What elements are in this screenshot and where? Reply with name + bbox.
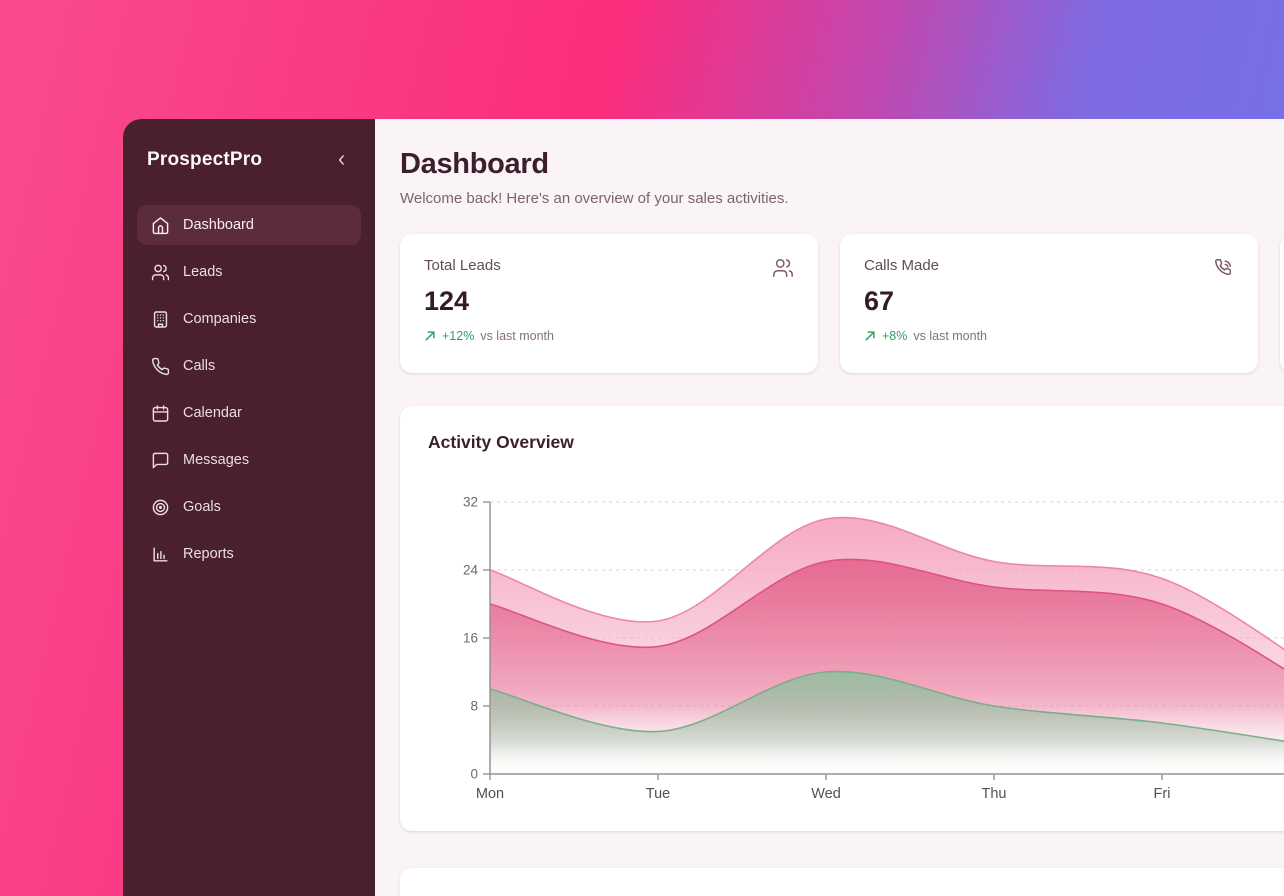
area-series-green — [490, 671, 1284, 774]
activity-chart: 32241680MonTueWedThuFriSat — [428, 485, 1284, 805]
line-series-pink-light — [489, 516, 1284, 651]
stat-trend: +12% vs last month — [424, 329, 794, 343]
stat-value: 124 — [424, 286, 470, 316]
chart-title: Activity Overview — [428, 432, 574, 452]
sidebar-item-label: Leads — [183, 264, 223, 280]
brand-logo: ProspectPro — [147, 149, 263, 170]
stat-label: Total Leads — [424, 257, 501, 274]
x-tick-label: Wed — [811, 786, 841, 802]
message-icon — [151, 451, 170, 470]
stat-card-calls-made: Calls Made 67 +8% vs last month — [840, 234, 1258, 373]
sidebar-item-label: Companies — [183, 311, 257, 327]
page-subtitle: Welcome back! Here's an overview of your… — [400, 190, 789, 207]
sidebar-item-label: Messages — [183, 452, 250, 468]
trend-value: +12% — [442, 329, 475, 343]
calendar-icon — [151, 404, 170, 423]
sidebar-item-dashboard[interactable]: Dashboard — [137, 205, 361, 245]
x-tick-label: Thu — [982, 786, 1007, 802]
sidebar-nav: Dashboard Leads Companies Calls Calendar… — [137, 205, 361, 574]
sidebar-collapse-button[interactable] — [331, 149, 353, 171]
sidebar-item-leads[interactable]: Leads — [137, 252, 361, 292]
sidebar-item-label: Dashboard — [183, 217, 254, 233]
stat-trend: +8% vs last month — [864, 329, 1234, 343]
users-icon — [772, 257, 794, 279]
target-icon — [151, 498, 170, 517]
chevron-left-icon — [335, 153, 349, 167]
sidebar-item-companies[interactable]: Companies — [137, 299, 361, 339]
bar-chart-icon — [151, 545, 170, 564]
x-tick-label: Mon — [476, 786, 504, 802]
trend-value: +8% — [882, 329, 908, 343]
phone-call-icon — [1212, 257, 1234, 279]
sidebar-item-messages[interactable]: Messages — [137, 440, 361, 480]
x-tick-label: Fri — [1154, 786, 1171, 802]
sidebar: ProspectPro Dashboard Leads Companies Ca… — [123, 119, 375, 896]
sidebar-item-calls[interactable]: Calls — [137, 346, 361, 386]
partial-bottom-card — [400, 868, 1284, 896]
trend-up-icon — [424, 330, 436, 342]
app-window: ProspectPro Dashboard Leads Companies Ca… — [123, 119, 1284, 896]
main-content: Dashboard Welcome back! Here's an overvi… — [375, 119, 1284, 896]
y-tick-label: 8 — [470, 699, 478, 714]
sidebar-item-label: Goals — [183, 499, 221, 515]
sidebar-item-label: Calls — [183, 358, 216, 374]
building-icon — [151, 310, 170, 329]
y-tick-label: 0 — [470, 767, 478, 782]
sidebar-item-calendar[interactable]: Calendar — [137, 393, 361, 433]
stat-value: 67 — [864, 286, 895, 316]
line-series-pink-dark — [489, 558, 1284, 670]
sidebar-header: ProspectPro — [137, 149, 361, 171]
stat-card-total-leads: Total Leads 124 +12% vs last month — [400, 234, 818, 373]
sidebar-item-goals[interactable]: Goals — [137, 487, 361, 527]
sidebar-item-label: Reports — [183, 546, 234, 562]
users-icon — [151, 263, 170, 282]
page-title: Dashboard — [400, 148, 549, 180]
stats-row: Total Leads 124 +12% vs last month Calls… — [400, 234, 1284, 373]
y-tick-label: 16 — [463, 631, 478, 646]
home-icon — [151, 216, 170, 235]
sidebar-item-reports[interactable]: Reports — [137, 534, 361, 574]
y-tick-label: 32 — [463, 495, 478, 510]
phone-icon — [151, 357, 170, 376]
activity-overview-card: Activity Overview 32 24 16 8 0 Mon Tue Wed Thu Fr… — [400, 406, 1284, 831]
trend-suffix: vs last month — [480, 329, 554, 343]
stat-label: Calls Made — [864, 257, 940, 274]
sidebar-item-label: Calendar — [183, 405, 242, 421]
x-tick-label: Tue — [646, 786, 670, 802]
y-tick-label: 24 — [463, 563, 479, 578]
line-series-green — [489, 670, 1284, 743]
trend-suffix: vs last month — [913, 329, 988, 343]
trend-up-icon — [864, 330, 876, 342]
stat-card-partial — [1280, 234, 1284, 373]
